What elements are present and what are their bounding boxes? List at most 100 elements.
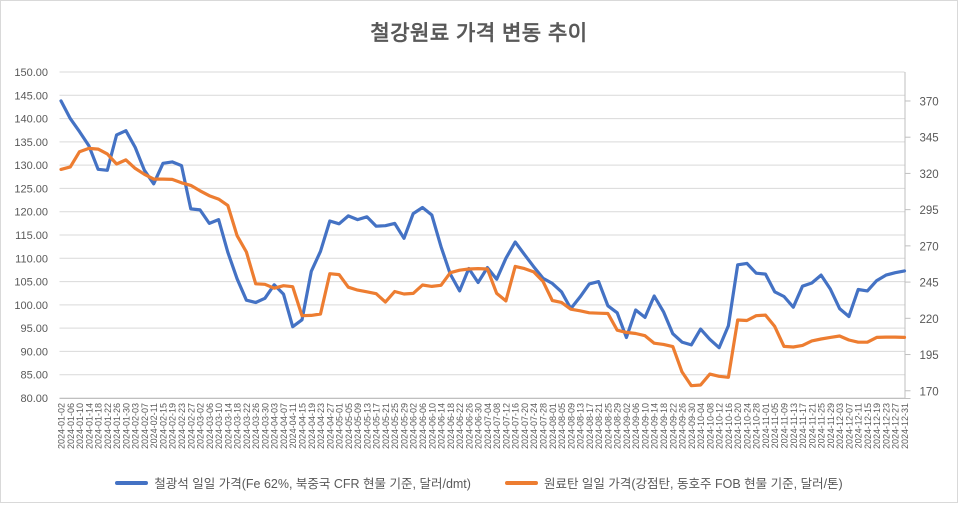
- x-axis-date-label: 2024-06-18: [446, 403, 456, 449]
- x-axis-date-label: 2024-03-14: [223, 403, 233, 449]
- left-axis-tick-label: 125.00: [14, 183, 48, 195]
- x-axis-date-label: 2024-02-27: [186, 403, 196, 449]
- x-axis-date-label: 2024-09-10: [640, 403, 650, 449]
- left-axis-tick-label: 115.00: [15, 230, 48, 242]
- x-axis-date-label: 2024-11-25: [817, 403, 827, 448]
- x-axis-date-label: 2024-07-08: [492, 403, 502, 449]
- legend-label-coking-coal: 원료탄 일일 가격(강점탄, 동호주 FOB 현물 기준, 달러/톤): [543, 477, 843, 491]
- x-axis-date-label: 2024-01-22: [103, 403, 113, 449]
- x-axis-date-label: 2024-05-21: [381, 403, 391, 449]
- left-axis-tick-label: 150.00: [14, 67, 48, 79]
- left-axis-tick-label: 135.00: [14, 137, 48, 149]
- x-axis-date-label: 2024-02-07: [140, 403, 150, 449]
- x-axis-date-label: 2024-05-13: [362, 403, 372, 449]
- x-axis-date-label: 2024-07-16: [511, 403, 521, 449]
- x-axis-date-label: 2024-08-13: [576, 403, 586, 449]
- x-axis-date-label: 2024-12-03: [835, 403, 845, 449]
- x-axis-date-label: 2024-01-18: [94, 403, 104, 449]
- x-axis-date-label: 2024-05-17: [372, 403, 382, 449]
- x-axis-date-label: 2024-11-01: [761, 403, 771, 448]
- x-axis-date-label: 2024-06-14: [437, 403, 447, 449]
- coking-coal-line-swatch-icon: [504, 480, 538, 485]
- x-axis-date-label: 2024-07-28: [539, 403, 549, 449]
- x-axis-date-label: 2024-02-23: [177, 403, 187, 449]
- chart-title: 철강원료 가격 변동 추이: [370, 22, 588, 45]
- x-axis-date-label: 2024-12-19: [872, 403, 882, 449]
- x-axis-date-label: 2024-09-26: [678, 403, 688, 449]
- left-axis-tick-label: 140.00: [14, 114, 48, 126]
- x-axis-date-label: 2024-12-15: [863, 403, 873, 449]
- x-axis-date-label: 2024-09-02: [622, 403, 632, 449]
- x-axis-date-label: 2024-12-07: [844, 403, 854, 449]
- legend: 철광석 일일 가격(Fe 62%, 북중국 CFR 현물 기준, 달러/dmt)…: [1, 473, 957, 492]
- x-axis-date-label: 2024-06-02: [409, 403, 419, 449]
- right-axis-tick-label: 195: [920, 350, 939, 362]
- x-axis-date-label: 2024-05-29: [399, 403, 409, 449]
- right-axis-tick-label: 345: [920, 133, 939, 145]
- x-axis-date-label: 2024-02-03: [131, 403, 141, 449]
- x-axis-date-label: 2024-04-15: [298, 403, 308, 449]
- left-axis-tick-label: 90.00: [20, 346, 48, 358]
- x-axis-date-label: 2024-10-04: [696, 403, 706, 449]
- x-axis-date-label: 2024-07-12: [501, 403, 511, 449]
- left-axis-tick-label: 130.00: [14, 160, 48, 172]
- x-axis-date-label: 2024-05-25: [390, 403, 400, 449]
- right-axis-tick-label: 270: [920, 241, 939, 253]
- x-axis-date-label: 2024-05-09: [353, 403, 363, 449]
- x-axis-date-label: 2024-03-02: [196, 403, 206, 449]
- x-axis-date-label: 2024-01-14: [84, 403, 94, 449]
- x-axis-date-label: 2024-06-06: [418, 403, 428, 449]
- x-axis-date-label: 2024-02-15: [158, 403, 168, 449]
- x-axis-date-label: 2024-05-05: [344, 403, 354, 449]
- x-axis-date-label: 2024-04-07: [279, 403, 289, 449]
- right-axis-tick-label: 370: [920, 96, 939, 108]
- x-axis-date-label: 2024-08-01: [548, 403, 558, 449]
- x-axis-date-label: 2024-07-24: [529, 403, 539, 449]
- legend-item-coking-coal: 원료탄 일일 가격(강점탄, 동호주 FOB 현물 기준, 달러/톤): [504, 473, 843, 492]
- right-axis-tick-label: 170: [920, 386, 939, 398]
- left-axis-tick-label: 80.00: [20, 393, 48, 405]
- x-axis-date-label: 2024-08-21: [594, 403, 604, 449]
- series-line-iron-ore: [59, 99, 907, 350]
- x-axis-date-label: 2024-09-18: [659, 403, 669, 449]
- x-axis-date-label: 2024-01-02: [57, 403, 67, 449]
- x-axis-date-label: 2024-06-26: [464, 403, 474, 449]
- x-axis-date-label: 2024-03-26: [251, 403, 261, 449]
- x-axis-date-label: 2024-03-18: [233, 403, 243, 449]
- x-axis-date-label: 2024-01-26: [112, 403, 122, 449]
- x-axis-date-label: 2024-08-17: [585, 403, 595, 449]
- right-axis-tick-label: 295: [920, 205, 939, 217]
- x-axis-date-label: 2024-04-03: [270, 403, 280, 449]
- x-axis-date-label: 2024-07-04: [483, 403, 493, 449]
- x-axis-date-label: 2024-09-30: [687, 403, 697, 449]
- x-axis-date-label: 2024-04-23: [316, 403, 326, 449]
- x-axis-date-label: 2024-10-16: [724, 403, 734, 449]
- x-axis-date-label: 2024-01-06: [66, 403, 76, 449]
- right-axis-tick-label: 245: [920, 278, 939, 290]
- x-axis-date-label: 2024-04-11: [288, 403, 298, 448]
- x-axis-date-label: 2024-11-09: [780, 403, 790, 448]
- x-axis-date-label: 2024-03-10: [214, 403, 224, 449]
- x-axis-date-label: 2024-01-10: [75, 403, 85, 449]
- x-axis-date-label: 2024-03-22: [242, 403, 252, 449]
- x-axis-date-label: 2024-10-08: [705, 403, 715, 449]
- legend-label-iron-ore: 철광석 일일 가격(Fe 62%, 북중국 CFR 현물 기준, 달러/dmt): [154, 477, 471, 491]
- x-axis-date-label: 2024-06-22: [455, 403, 465, 449]
- x-axis-date-label: 2024-10-20: [733, 403, 743, 449]
- x-axis-date-label: 2024-05-01: [335, 403, 345, 449]
- x-axis-date-label: 2024-10-24: [742, 403, 752, 449]
- series-line-coking-coal: [59, 146, 907, 388]
- x-axis-date-label: 2024-10-28: [752, 403, 762, 449]
- left-axis-tick-label: 100.00: [14, 300, 48, 312]
- x-axis-date-label: 2024-03-30: [260, 403, 270, 449]
- x-axis-date-label: 2024-01-30: [121, 403, 131, 449]
- x-axis-date-label: 2024-06-30: [474, 403, 484, 449]
- x-axis-date-label: 2024-12-23: [881, 403, 891, 449]
- x-axis-date-label: 2024-11-05: [770, 403, 780, 448]
- x-axis-date-label: 2024-09-22: [668, 403, 678, 449]
- iron-ore-line-swatch-icon: [115, 480, 149, 485]
- x-axis-date-label: 2024-07-20: [520, 403, 530, 449]
- x-axis-date-label: 2024-10-12: [715, 403, 725, 449]
